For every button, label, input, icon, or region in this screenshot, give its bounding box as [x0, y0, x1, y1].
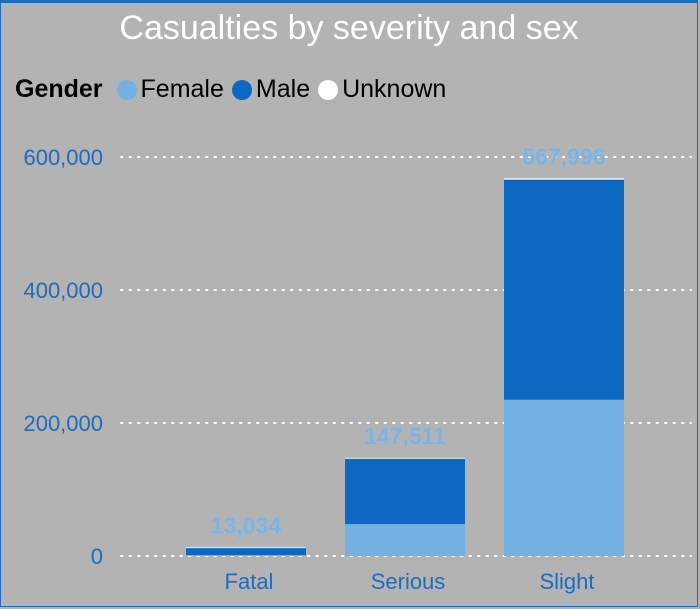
legend-title: Gender [15, 75, 103, 103]
legend-swatch-female [116, 79, 137, 100]
legend-item-female[interactable]: Female [116, 75, 224, 104]
x-tick-label: Slight [539, 569, 594, 594]
legend-swatch-male [231, 79, 252, 100]
legend-label-male: Male [255, 75, 311, 103]
bar-segment-unknown [504, 178, 624, 180]
x-tick-label: Serious [371, 569, 446, 594]
x-tick-label: Fatal [225, 569, 274, 594]
y-tick-label: 200,000 [23, 411, 103, 436]
legend-item-male[interactable]: Male [231, 75, 311, 104]
bar-segment-female [504, 399, 624, 556]
legend-label-unknown: Unknown [342, 75, 447, 103]
data-label-total: 567,996 [522, 143, 605, 169]
bar-segment-male [504, 179, 624, 400]
chart-title: Casualties by severity and sex [119, 9, 579, 47]
bar-chart: 0 200,000 400,000 600,000 13,034 Fatal 147,511… [23, 143, 692, 594]
bar-segment-male [186, 547, 306, 556]
y-tick-label: 600,000 [23, 145, 103, 170]
bar-segment-unknown [186, 547, 306, 549]
bar-segment-unknown [345, 457, 465, 459]
y-tick-label: 0 [91, 544, 103, 569]
bar-segment-female [186, 555, 306, 556]
legend-swatch-unknown [318, 79, 339, 100]
bar-segment-male [345, 458, 465, 525]
legend-item-unknown[interactable]: Unknown [318, 75, 446, 104]
data-label-total: 147,511 [364, 423, 446, 449]
legend-label-female: Female [140, 75, 224, 103]
y-tick-label: 400,000 [23, 278, 103, 303]
legend: Gender Female Male Unknown [15, 75, 454, 104]
data-label-total: 13,034 [211, 512, 282, 538]
bar-segment-female [345, 524, 465, 556]
